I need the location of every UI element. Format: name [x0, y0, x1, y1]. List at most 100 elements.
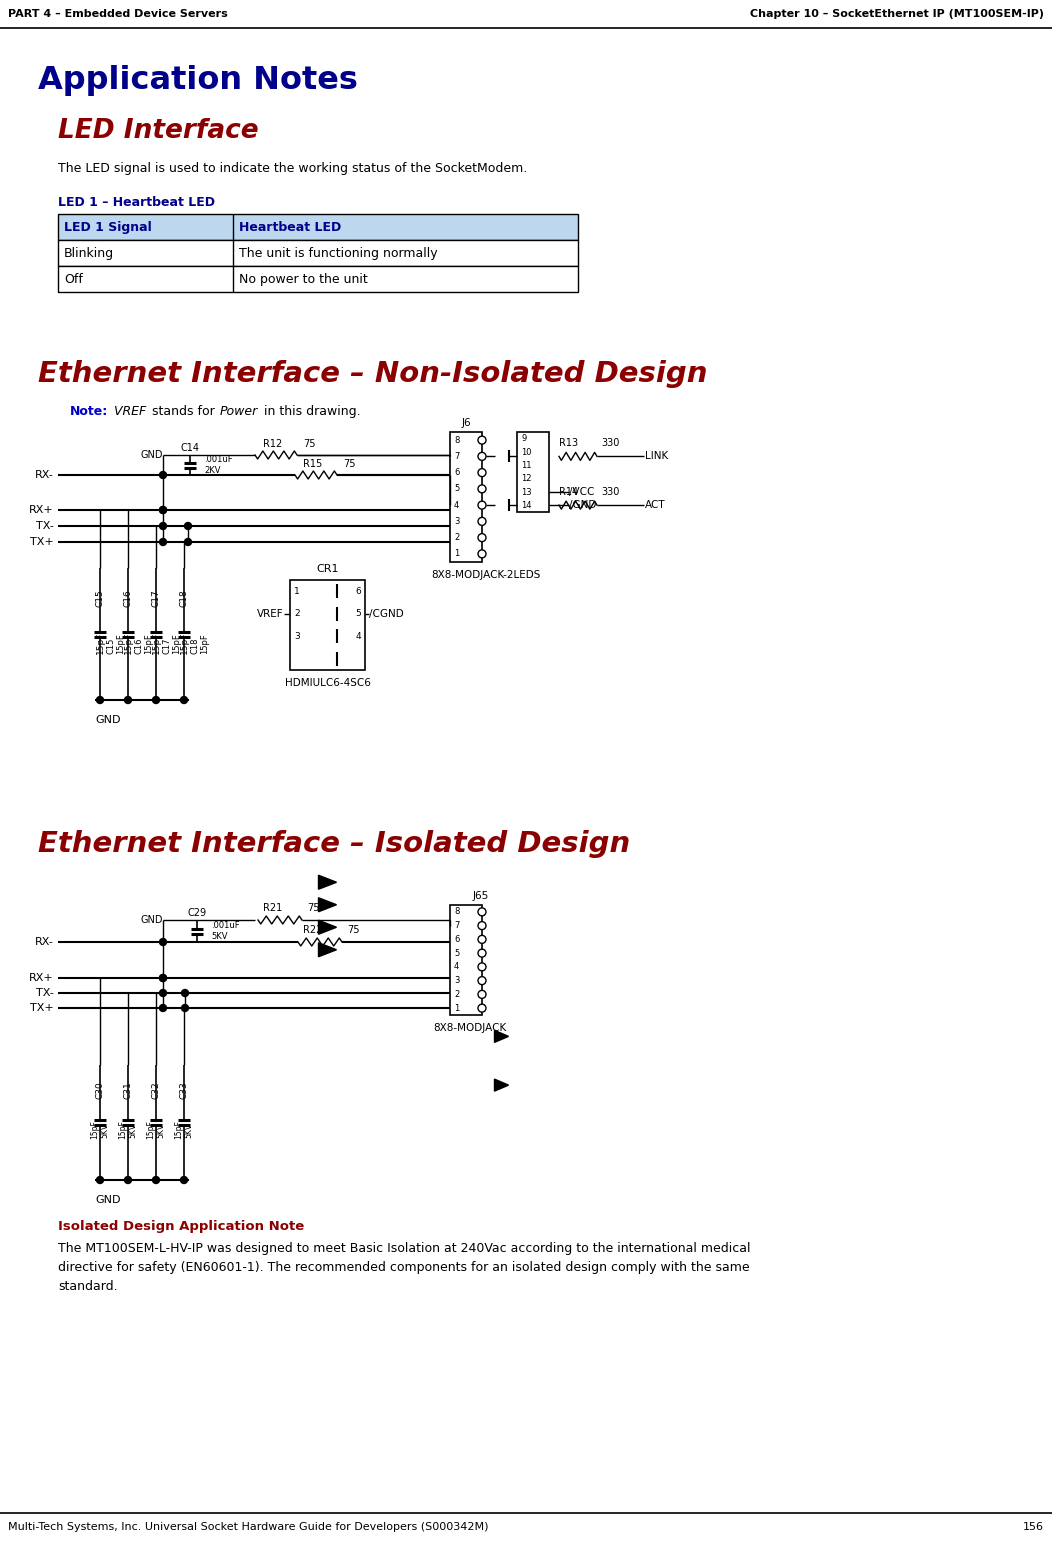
Circle shape: [478, 518, 486, 525]
Text: C17
15pF: C17 15pF: [162, 633, 181, 655]
Circle shape: [184, 538, 191, 546]
Text: R14: R14: [559, 487, 579, 498]
Text: TX+: TX+: [31, 536, 54, 547]
Text: 15pF: 15pF: [151, 632, 161, 655]
Text: C14: C14: [181, 442, 200, 453]
Circle shape: [97, 697, 103, 704]
Circle shape: [160, 522, 166, 530]
Text: Power: Power: [220, 405, 258, 418]
Circle shape: [478, 453, 486, 461]
Text: C15: C15: [96, 589, 104, 607]
Circle shape: [478, 485, 486, 493]
Circle shape: [153, 697, 160, 704]
Circle shape: [478, 550, 486, 558]
Circle shape: [153, 1176, 160, 1183]
Polygon shape: [319, 875, 337, 889]
Text: The MT100SEM-L-HV-IP was designed to meet Basic Isolation at 240Vac according to: The MT100SEM-L-HV-IP was designed to mee…: [58, 1242, 750, 1293]
Text: 2: 2: [294, 609, 300, 618]
Text: 6: 6: [454, 468, 460, 478]
Circle shape: [478, 533, 486, 541]
Text: /VCC: /VCC: [569, 487, 594, 498]
Bar: [517, 431, 549, 512]
Circle shape: [124, 1176, 132, 1183]
Text: 12: 12: [521, 475, 531, 484]
Text: R13: R13: [559, 438, 579, 448]
Text: Application Notes: Application Notes: [38, 65, 358, 96]
Text: R15: R15: [303, 459, 322, 468]
Circle shape: [478, 436, 486, 444]
Text: 6: 6: [454, 935, 460, 945]
Text: 4: 4: [454, 501, 460, 510]
Circle shape: [478, 908, 486, 915]
Text: 5: 5: [454, 949, 460, 957]
Circle shape: [160, 472, 166, 479]
Text: 15pF
5KV: 15pF 5KV: [118, 1120, 138, 1139]
Text: C17: C17: [151, 589, 161, 607]
Text: TX-: TX-: [36, 988, 54, 999]
Circle shape: [97, 1176, 103, 1183]
Text: 3: 3: [454, 516, 460, 525]
Text: 75: 75: [307, 903, 320, 912]
Text: 2: 2: [454, 533, 460, 542]
Text: 156: 156: [1023, 1523, 1044, 1532]
Text: 2: 2: [454, 989, 460, 999]
Text: Note:: Note:: [70, 405, 108, 418]
Text: 75: 75: [347, 925, 360, 935]
Text: R12: R12: [263, 439, 282, 448]
Text: GND: GND: [95, 1194, 121, 1205]
Text: 15pF: 15pF: [123, 632, 133, 655]
Text: 7: 7: [454, 452, 460, 461]
Circle shape: [160, 507, 166, 513]
Text: C18: C18: [180, 589, 188, 607]
Circle shape: [478, 468, 486, 476]
Circle shape: [124, 697, 132, 704]
Text: VREF: VREF: [110, 405, 146, 418]
Circle shape: [478, 501, 486, 509]
Text: R22: R22: [303, 925, 322, 935]
Text: Blinking: Blinking: [64, 247, 114, 259]
Text: LINK: LINK: [645, 452, 668, 461]
Text: 1: 1: [454, 550, 460, 558]
Text: CR1: CR1: [317, 564, 339, 573]
Circle shape: [160, 989, 166, 997]
Text: .001uF
2KV: .001uF 2KV: [204, 455, 232, 475]
Polygon shape: [319, 898, 337, 912]
Circle shape: [160, 974, 166, 982]
Circle shape: [181, 1176, 187, 1183]
Text: Ethernet Interface – Isolated Design: Ethernet Interface – Isolated Design: [38, 831, 630, 858]
Bar: [58, 214, 578, 240]
Text: 15pF
5KV: 15pF 5KV: [175, 1120, 194, 1139]
Text: 7: 7: [454, 922, 460, 931]
Text: 14: 14: [521, 501, 531, 510]
Text: GND: GND: [141, 915, 163, 925]
Text: stands for: stands for: [148, 405, 219, 418]
Text: TX-: TX-: [36, 521, 54, 532]
Text: C33: C33: [180, 1082, 188, 1099]
Text: 8: 8: [454, 436, 460, 445]
Text: C32: C32: [151, 1082, 161, 1099]
Bar: [290, 579, 365, 670]
Circle shape: [478, 922, 486, 929]
Text: 1: 1: [294, 587, 300, 596]
Text: 15pF: 15pF: [96, 632, 104, 655]
Polygon shape: [494, 1079, 508, 1091]
Bar: [58, 267, 578, 291]
Text: LED 1 – Heartbeat LED: LED 1 – Heartbeat LED: [58, 196, 215, 210]
Circle shape: [182, 1005, 188, 1011]
Text: Chapter 10 – SocketEthernet IP (MT100SEM-IP): Chapter 10 – SocketEthernet IP (MT100SEM…: [750, 9, 1044, 18]
Text: GND: GND: [95, 715, 121, 724]
Text: 3: 3: [454, 975, 460, 985]
Bar: [450, 905, 482, 1016]
Text: 9: 9: [521, 435, 526, 444]
Circle shape: [160, 974, 166, 982]
Text: The LED signal is used to indicate the working status of the SocketModem.: The LED signal is used to indicate the w…: [58, 162, 527, 176]
Text: ACT: ACT: [645, 501, 666, 510]
Text: 75: 75: [343, 459, 356, 468]
Text: C15
15pF: C15 15pF: [106, 633, 125, 655]
Circle shape: [478, 949, 486, 957]
Text: C31: C31: [123, 1082, 133, 1099]
Text: VREF: VREF: [258, 609, 284, 619]
Text: 13: 13: [521, 487, 531, 496]
Text: /GND: /GND: [569, 501, 596, 510]
Text: 15pF: 15pF: [180, 632, 188, 655]
